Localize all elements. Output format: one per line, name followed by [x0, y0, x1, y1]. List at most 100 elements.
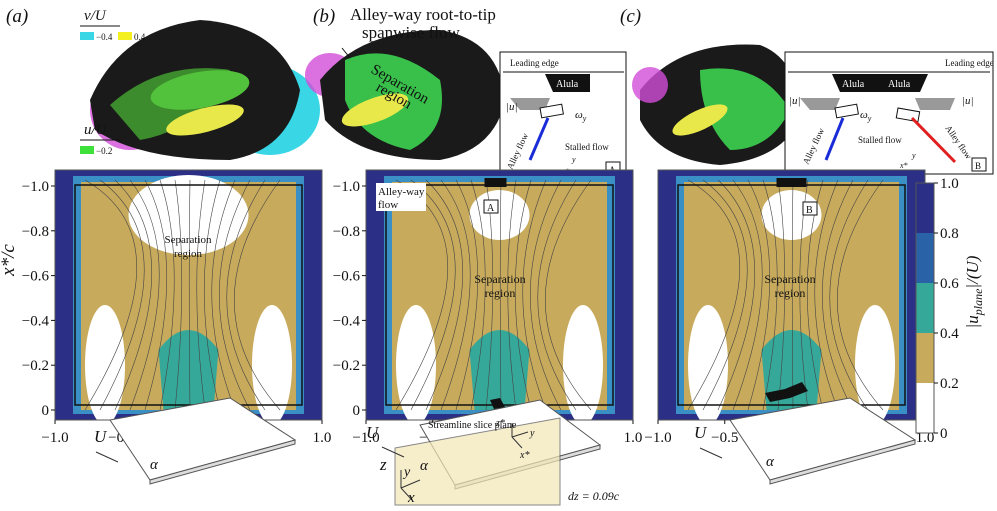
streamline [777, 179, 786, 411]
separation-core [469, 190, 530, 240]
colorbar-tick-label: 0.6 [940, 276, 959, 292]
colorbar-tick-label: 0.4 [940, 326, 959, 342]
inset-text: y [911, 151, 916, 160]
y-tick-label: −0.8 [22, 224, 49, 240]
streamline [702, 179, 748, 411]
separation-core [396, 305, 436, 425]
inset-text: ωy [860, 109, 872, 123]
x-tick-label: −1.0 [352, 430, 379, 446]
y-tick-label: 0 [353, 403, 361, 419]
inset-text: y [571, 155, 576, 164]
plot-tag: B [806, 205, 813, 216]
colorbar-tick-label: 0.8 [940, 226, 959, 242]
sketch-label: α [766, 454, 775, 470]
colorbar-band [916, 283, 934, 333]
sketch-label: x* [519, 450, 529, 461]
legend-title: u/U [84, 122, 108, 138]
tag-box [802, 201, 818, 216]
plot-tag: A [487, 203, 495, 214]
wing-sketch [109, 382, 917, 506]
callout-box [376, 183, 426, 211]
sketch-label: y [529, 428, 535, 439]
colorbar-frame [915, 182, 935, 434]
x-tick-label: 1.0 [313, 430, 332, 446]
legend-swatch [80, 146, 94, 154]
plot-callout: flow [378, 199, 398, 211]
y-tick-label: −0.2 [333, 358, 360, 374]
y-tick-label: −1.0 [333, 179, 360, 195]
streamline [791, 179, 794, 411]
colorbar-tick-label: 0 [940, 426, 948, 442]
inset-text: Leading edge [945, 58, 994, 68]
inset-text: |u| [962, 95, 974, 107]
inset-tag: B [975, 161, 981, 171]
sketch-label: y [402, 465, 411, 480]
streamline [188, 179, 191, 411]
callout: spanwise flow [362, 23, 460, 42]
legend-title: v/U [84, 8, 107, 24]
legend-swatch [80, 32, 94, 40]
sketch-label: U [94, 427, 108, 446]
sketch-label: x [407, 490, 415, 506]
streamline [762, 179, 778, 411]
plot-label: region [775, 286, 806, 300]
y-tick-label: −0.4 [333, 313, 361, 329]
sketch-label: U [366, 423, 380, 442]
streamline [234, 179, 281, 411]
colorbar-band [916, 183, 934, 233]
streamline [455, 179, 479, 411]
x-tick-label: −1.0 [644, 430, 671, 446]
streamline [159, 179, 175, 411]
y-tick-label: −0.6 [22, 269, 50, 285]
streamline [537, 179, 577, 411]
sketch-label: Streamline slice plane [428, 420, 517, 431]
streamline [821, 179, 854, 411]
panel-label: (b) [313, 6, 335, 27]
y-tick-label: −1.0 [22, 179, 49, 195]
streamline [218, 179, 251, 411]
separation-core [855, 305, 895, 425]
streamline [829, 179, 869, 411]
inset [784, 51, 994, 175]
streamline [507, 179, 517, 411]
colorbar-band [916, 233, 934, 283]
plot-label: Separation [764, 272, 815, 286]
flow-render [632, 44, 800, 165]
streamline [211, 179, 236, 411]
streamline [529, 179, 562, 411]
y-tick-label: −0.2 [22, 358, 49, 374]
tag-box [483, 199, 499, 214]
separation-core [688, 305, 728, 425]
legend-value: −0.2 [96, 146, 112, 156]
y-tick-label: −0.4 [22, 313, 50, 329]
separation-core [128, 175, 249, 255]
streamline [522, 179, 547, 411]
inset-text: Stalled flow [565, 142, 609, 152]
inset [499, 51, 627, 179]
y-tick-label: −0.8 [333, 224, 360, 240]
separation-core [85, 305, 125, 425]
streamline [732, 179, 763, 411]
streamline [99, 179, 145, 411]
plot-callout: Alley-way [378, 186, 425, 198]
inset-text: Stalled flow [858, 135, 902, 145]
streamline [129, 179, 160, 411]
streamline [440, 179, 471, 411]
sketch-label: U [694, 423, 708, 442]
inset-text: x* [899, 161, 908, 170]
flow-render [90, 20, 320, 160]
y-tick-label: 0 [42, 403, 50, 419]
panel-label: (a) [6, 6, 28, 27]
inset-text: |u| [506, 101, 518, 113]
callout-line [341, 47, 351, 59]
streamline [203, 179, 221, 411]
streamline [84, 179, 138, 411]
separation-core [252, 305, 292, 425]
alula [484, 178, 507, 187]
inset-text: Leading edge [510, 58, 559, 68]
colorbar-tick-label: 0.2 [940, 376, 959, 392]
contour-plots: −1.0−0.500.51.0y/c−1.0−0.8−0.6−0.4−0.20−… [0, 169, 959, 473]
streamline [226, 179, 266, 411]
x-tick-label: 1.0 [624, 430, 643, 446]
